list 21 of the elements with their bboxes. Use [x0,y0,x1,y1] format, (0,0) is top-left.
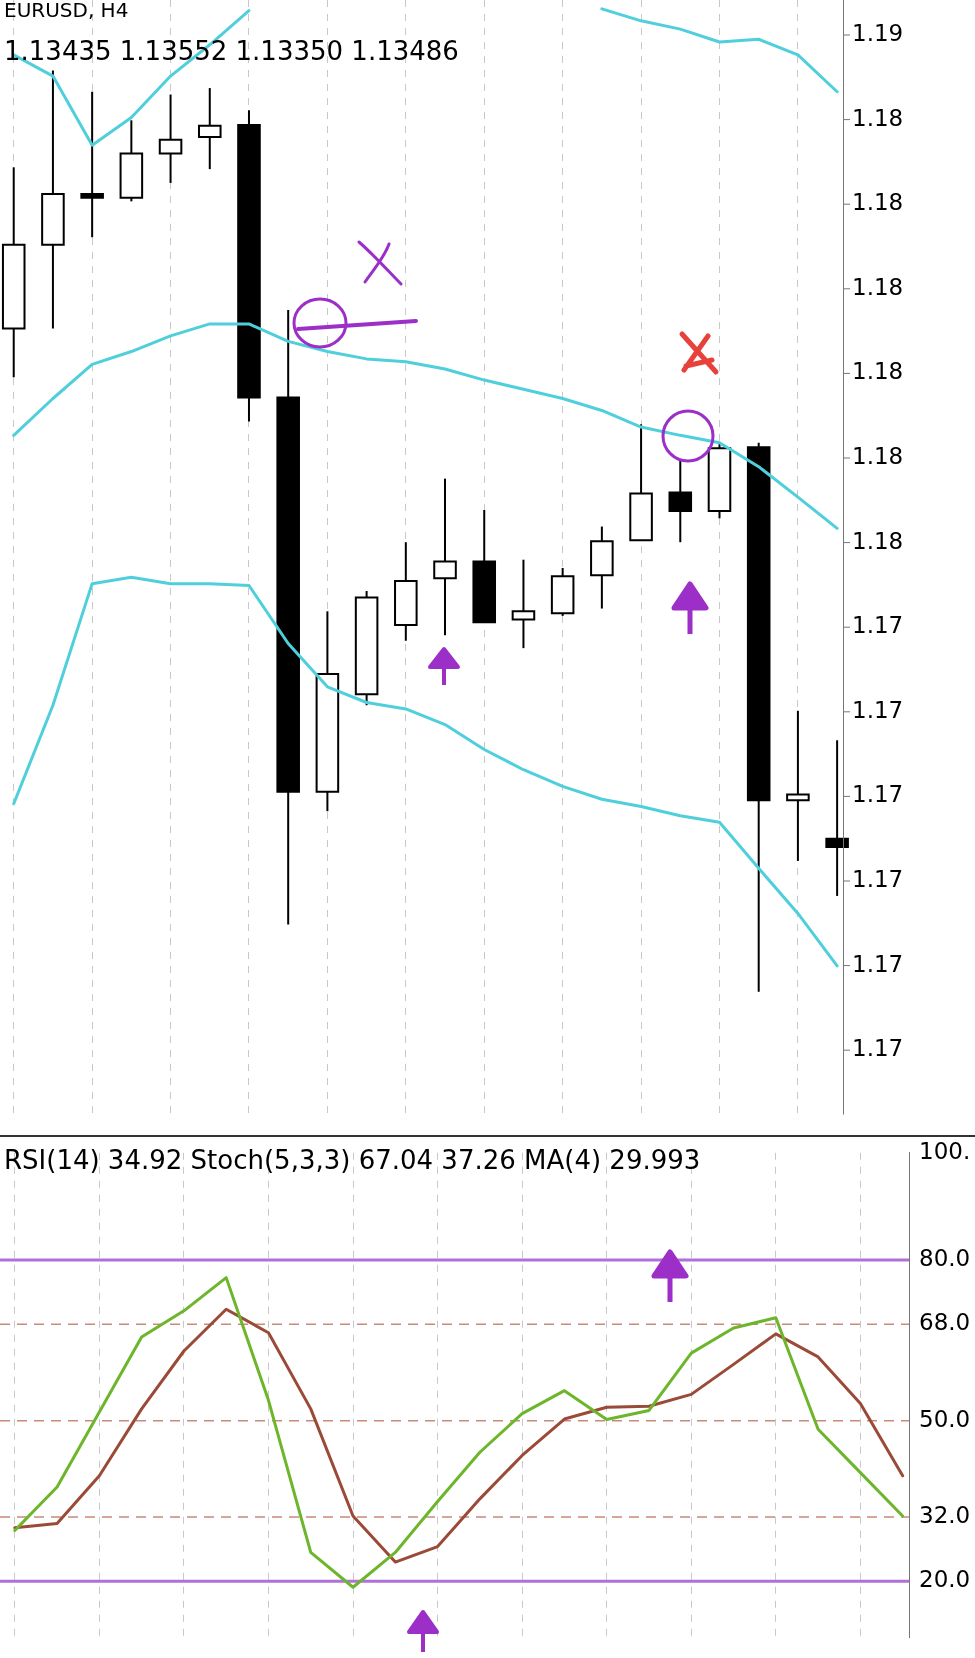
chart-title: EURUSD, H4 [4,0,129,22]
annotation: 1.17 [852,612,904,639]
annotation: 1.18 [852,442,904,469]
annotation: 1.17 [852,781,904,808]
y-tick-label: 80.0 [919,1244,971,1271]
y-tick-label: 20.0 [919,1566,971,1593]
annotation: 1.17 [852,696,904,723]
annotation: 1.18 [852,358,904,385]
y-tick-label: 32.0 [919,1502,971,1529]
annotation: 1.18 [852,273,904,300]
annotation: 1.17 [852,865,904,892]
annotation: 1.17 [852,950,904,977]
annotation: 1.18 [852,104,904,131]
y-tick-label: 68.0 [919,1309,971,1336]
annotation: 1.18 [852,527,904,554]
y-tick-label: 50.0 [919,1405,971,1432]
annotation: 1.18 [852,189,904,216]
text: 1.17 [852,1035,904,1062]
y-tick-label: 100. [919,1137,971,1164]
text: 1.19 [852,19,904,46]
chart-title: RSI(14) 34.92 Stoch(5,3,3) 67.04 37.26 MA(4) 29.993 [4,1145,701,1175]
